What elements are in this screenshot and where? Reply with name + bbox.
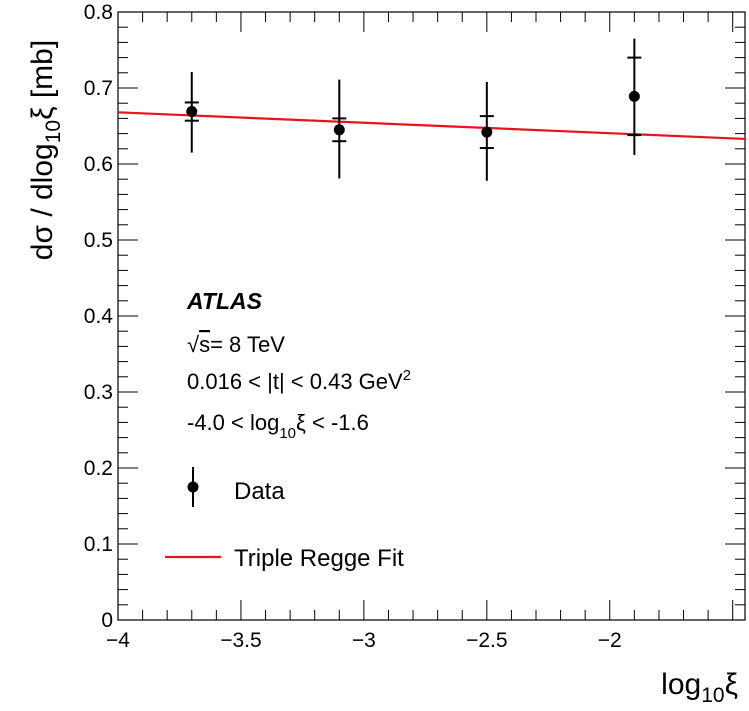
y-tick-label: 0.5 xyxy=(84,229,113,252)
plot-frame xyxy=(117,11,746,621)
x-tick-label: −4 xyxy=(106,629,130,652)
fit-line xyxy=(117,111,746,141)
data-point-group xyxy=(184,72,199,153)
legend-data-marker xyxy=(187,481,199,493)
legend-item-fit: Triple Regge Fit xyxy=(165,545,404,572)
y-tick-label: 0 xyxy=(101,609,113,632)
x-axis: −4 −3.5 −3 −2.5 −2 xyxy=(106,12,734,652)
data-point-group xyxy=(479,81,494,181)
y-axis-title: dσ / dlog10ξ [mb] xyxy=(26,40,65,260)
y-tick-label: 0.6 xyxy=(84,153,113,176)
x-tick-label: −3 xyxy=(352,629,376,652)
data-point xyxy=(186,106,198,118)
legend-label-fit: Triple Regge Fit xyxy=(234,545,404,572)
experiment-label: ATLAS xyxy=(186,288,263,314)
y-tick-label: 0.4 xyxy=(84,305,114,328)
y-tick-label: 0.7 xyxy=(84,77,113,100)
y-tick-label: 0.1 xyxy=(84,533,113,556)
legend-label-data: Data xyxy=(234,478,285,505)
data-point-group xyxy=(627,38,642,155)
plot-frame-rect xyxy=(117,11,746,621)
energy-label: √s= 8 TeV xyxy=(187,332,285,357)
y-tick-label: 0.2 xyxy=(84,457,113,480)
x-tick-label: −3.5 xyxy=(220,629,261,652)
legend: Data Triple Regge Fit xyxy=(165,467,404,572)
xi-range-label: -4.0 < log10ξ < -1.6 xyxy=(187,410,369,442)
x-axis-title: log10ξ xyxy=(661,668,738,707)
info-block: ATLAS √s= 8 TeV 0.016 < |t| < 0.43 GeV2 … xyxy=(186,288,411,442)
data-point xyxy=(481,126,493,138)
y-axis: 0 0.1 0.2 0.3 0.4 0.5 0.6 0.7 0.8 xyxy=(84,1,745,632)
y-tick-label: 0.3 xyxy=(84,381,113,404)
data-point-group xyxy=(332,79,347,179)
t-range-label: 0.016 < |t| < 0.43 GeV2 xyxy=(187,367,411,394)
y-tick-label: 0.8 xyxy=(84,1,113,24)
data-point xyxy=(628,90,640,102)
data-point xyxy=(333,124,345,136)
x-tick-label: −2 xyxy=(598,629,622,652)
x-tick-label: −2.5 xyxy=(466,629,507,652)
plot-area xyxy=(117,38,746,181)
legend-item-data: Data xyxy=(187,467,285,507)
